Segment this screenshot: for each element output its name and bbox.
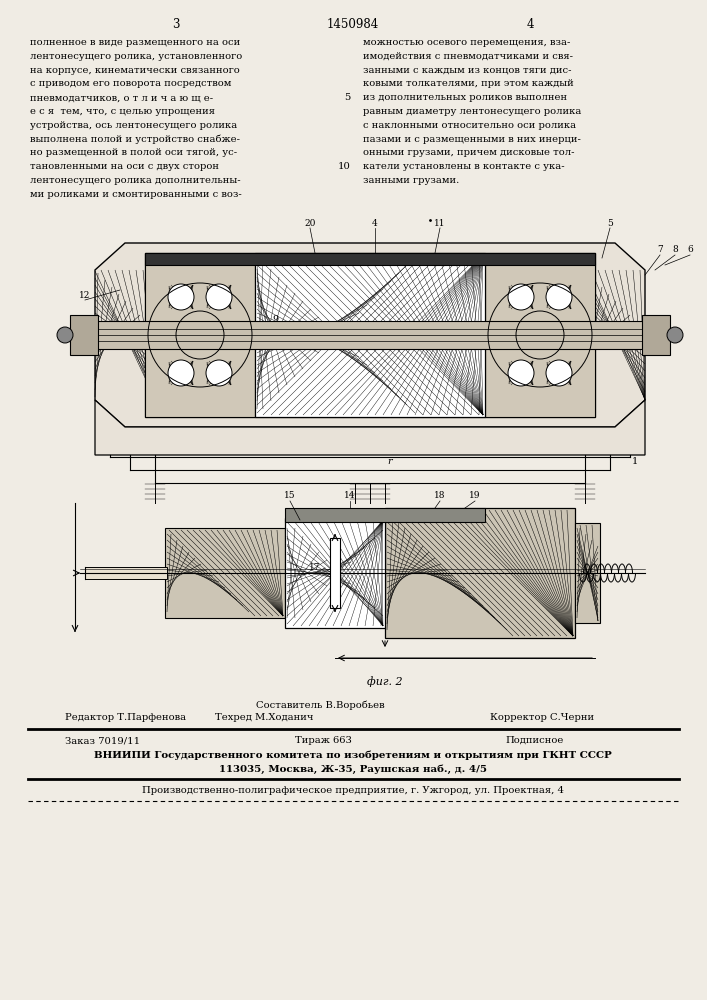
Text: 15: 15 — [284, 491, 296, 500]
Text: 7: 7 — [657, 245, 663, 254]
Text: ВНИИПИ Государственного комитета по изобретениям и открытиям при ГКНТ СССР: ВНИИПИ Государственного комитета по изоб… — [94, 751, 612, 760]
Text: 1: 1 — [632, 457, 638, 466]
Circle shape — [168, 360, 194, 386]
Text: тановленными на оси с двух сторон: тановленными на оси с двух сторон — [30, 162, 219, 171]
Text: можностью осевого перемещения, вза-: можностью осевого перемещения, вза- — [363, 38, 571, 47]
Text: пневмодатчиков, о т л и ч а ю щ е-: пневмодатчиков, о т л и ч а ю щ е- — [30, 93, 213, 102]
Text: 113035, Москва, Ж-35, Раушская наб., д. 4/5: 113035, Москва, Ж-35, Раушская наб., д. … — [219, 764, 487, 774]
Circle shape — [206, 360, 232, 386]
Circle shape — [168, 284, 194, 310]
Text: Производственно-полиграфическое предприятие, г. Ужгород, ул. Проектная, 4: Производственно-полиграфическое предприя… — [142, 786, 564, 795]
Text: е с я  тем, что, с целью упрощения: е с я тем, что, с целью упрощения — [30, 107, 215, 116]
Text: 20: 20 — [304, 219, 316, 228]
Text: лентонесущего ролика дополнительны-: лентонесущего ролика дополнительны- — [30, 176, 240, 185]
Text: Подписное: Подписное — [505, 736, 563, 745]
Text: пазами и с размещенными в них инерци-: пазами и с размещенными в них инерци- — [363, 135, 581, 144]
Bar — [145, 253, 595, 265]
Text: 3: 3 — [173, 18, 180, 31]
Text: из дополнительных роликов выполнен: из дополнительных роликов выполнен — [363, 93, 567, 102]
Text: полненное в виде размещенного на оси: полненное в виде размещенного на оси — [30, 38, 240, 47]
Text: фиг. 1: фиг. 1 — [372, 510, 408, 521]
Text: 4: 4 — [526, 18, 534, 31]
Bar — [145, 253, 595, 417]
Text: онными грузами, причем дисковые тол-: онными грузами, причем дисковые тол- — [363, 148, 575, 157]
Text: занными с каждым из концов тяги дис-: занными с каждым из концов тяги дис- — [363, 66, 571, 75]
Text: выполнена полой и устройство снабже-: выполнена полой и устройство снабже- — [30, 135, 240, 144]
Bar — [90, 321, 650, 349]
Text: равным диаметру лентонесущего ролика: равным диаметру лентонесущего ролика — [363, 107, 581, 116]
Polygon shape — [95, 243, 645, 427]
Text: ковыми толкателями, при этом каждый: ковыми толкателями, при этом каждый — [363, 79, 574, 88]
Polygon shape — [95, 400, 645, 455]
Circle shape — [508, 284, 534, 310]
Bar — [330, 538, 340, 608]
Text: Заказ 7019/11: Заказ 7019/11 — [65, 736, 140, 745]
Text: 11: 11 — [434, 219, 445, 228]
Text: ми роликами и смонтированными с воз-: ми роликами и смонтированными с воз- — [30, 190, 242, 199]
Text: фиг. 2: фиг. 2 — [367, 676, 403, 687]
Text: занными грузами.: занными грузами. — [363, 176, 460, 185]
Text: с наклонными относительно оси ролика: с наклонными относительно оси ролика — [363, 121, 576, 130]
Bar — [165, 528, 285, 618]
Text: но размещенной в полой оси тягой, ус-: но размещенной в полой оси тягой, ус- — [30, 148, 237, 157]
Circle shape — [57, 327, 73, 343]
Text: 4: 4 — [372, 219, 378, 228]
Bar — [642, 315, 670, 355]
Text: Тираж 663: Тираж 663 — [295, 736, 352, 745]
Circle shape — [667, 327, 683, 343]
Circle shape — [508, 360, 534, 386]
Text: 9: 9 — [272, 316, 278, 324]
Bar — [285, 518, 385, 628]
Bar — [385, 508, 575, 638]
Bar — [145, 253, 255, 417]
Text: Техред М.Ходанич: Техред М.Ходанич — [215, 713, 313, 722]
Bar — [255, 253, 485, 417]
Text: 8: 8 — [672, 245, 678, 254]
Text: имодействия с пневмодатчиками и свя-: имодействия с пневмодатчиками и свя- — [363, 52, 573, 61]
Text: 1450984: 1450984 — [327, 18, 379, 31]
Text: 18: 18 — [434, 491, 445, 500]
Text: r: r — [387, 457, 392, 466]
Text: 5: 5 — [344, 93, 350, 102]
Text: устройства, ось лентонесущего ролика: устройства, ось лентонесущего ролика — [30, 121, 238, 130]
Text: Редактор Т.Парфенова: Редактор Т.Парфенова — [65, 713, 186, 722]
Text: Составитель В.Воробьев: Составитель В.Воробьев — [256, 700, 385, 710]
Text: 5: 5 — [607, 219, 613, 228]
Text: 10: 10 — [337, 162, 351, 171]
Text: Корректор С.Черни: Корректор С.Черни — [490, 713, 594, 722]
Circle shape — [206, 284, 232, 310]
Text: лентонесущего ролика, установленного: лентонесущего ролика, установленного — [30, 52, 243, 61]
Bar — [85, 567, 167, 579]
Text: 14: 14 — [344, 491, 356, 500]
Text: катели установлены в контакте с ука-: катели установлены в контакте с ука- — [363, 162, 565, 171]
Text: 19: 19 — [469, 491, 481, 500]
Bar — [70, 315, 98, 355]
Text: 6: 6 — [687, 245, 693, 254]
Text: 17: 17 — [309, 564, 321, 572]
Circle shape — [546, 284, 572, 310]
Circle shape — [546, 360, 572, 386]
Text: 12: 12 — [79, 290, 90, 300]
Bar — [485, 253, 595, 417]
Bar — [285, 508, 485, 522]
Text: с приводом его поворота посредством: с приводом его поворота посредством — [30, 79, 231, 88]
Bar — [575, 523, 600, 623]
Text: на корпусе, кинематически связанного: на корпусе, кинематически связанного — [30, 66, 240, 75]
